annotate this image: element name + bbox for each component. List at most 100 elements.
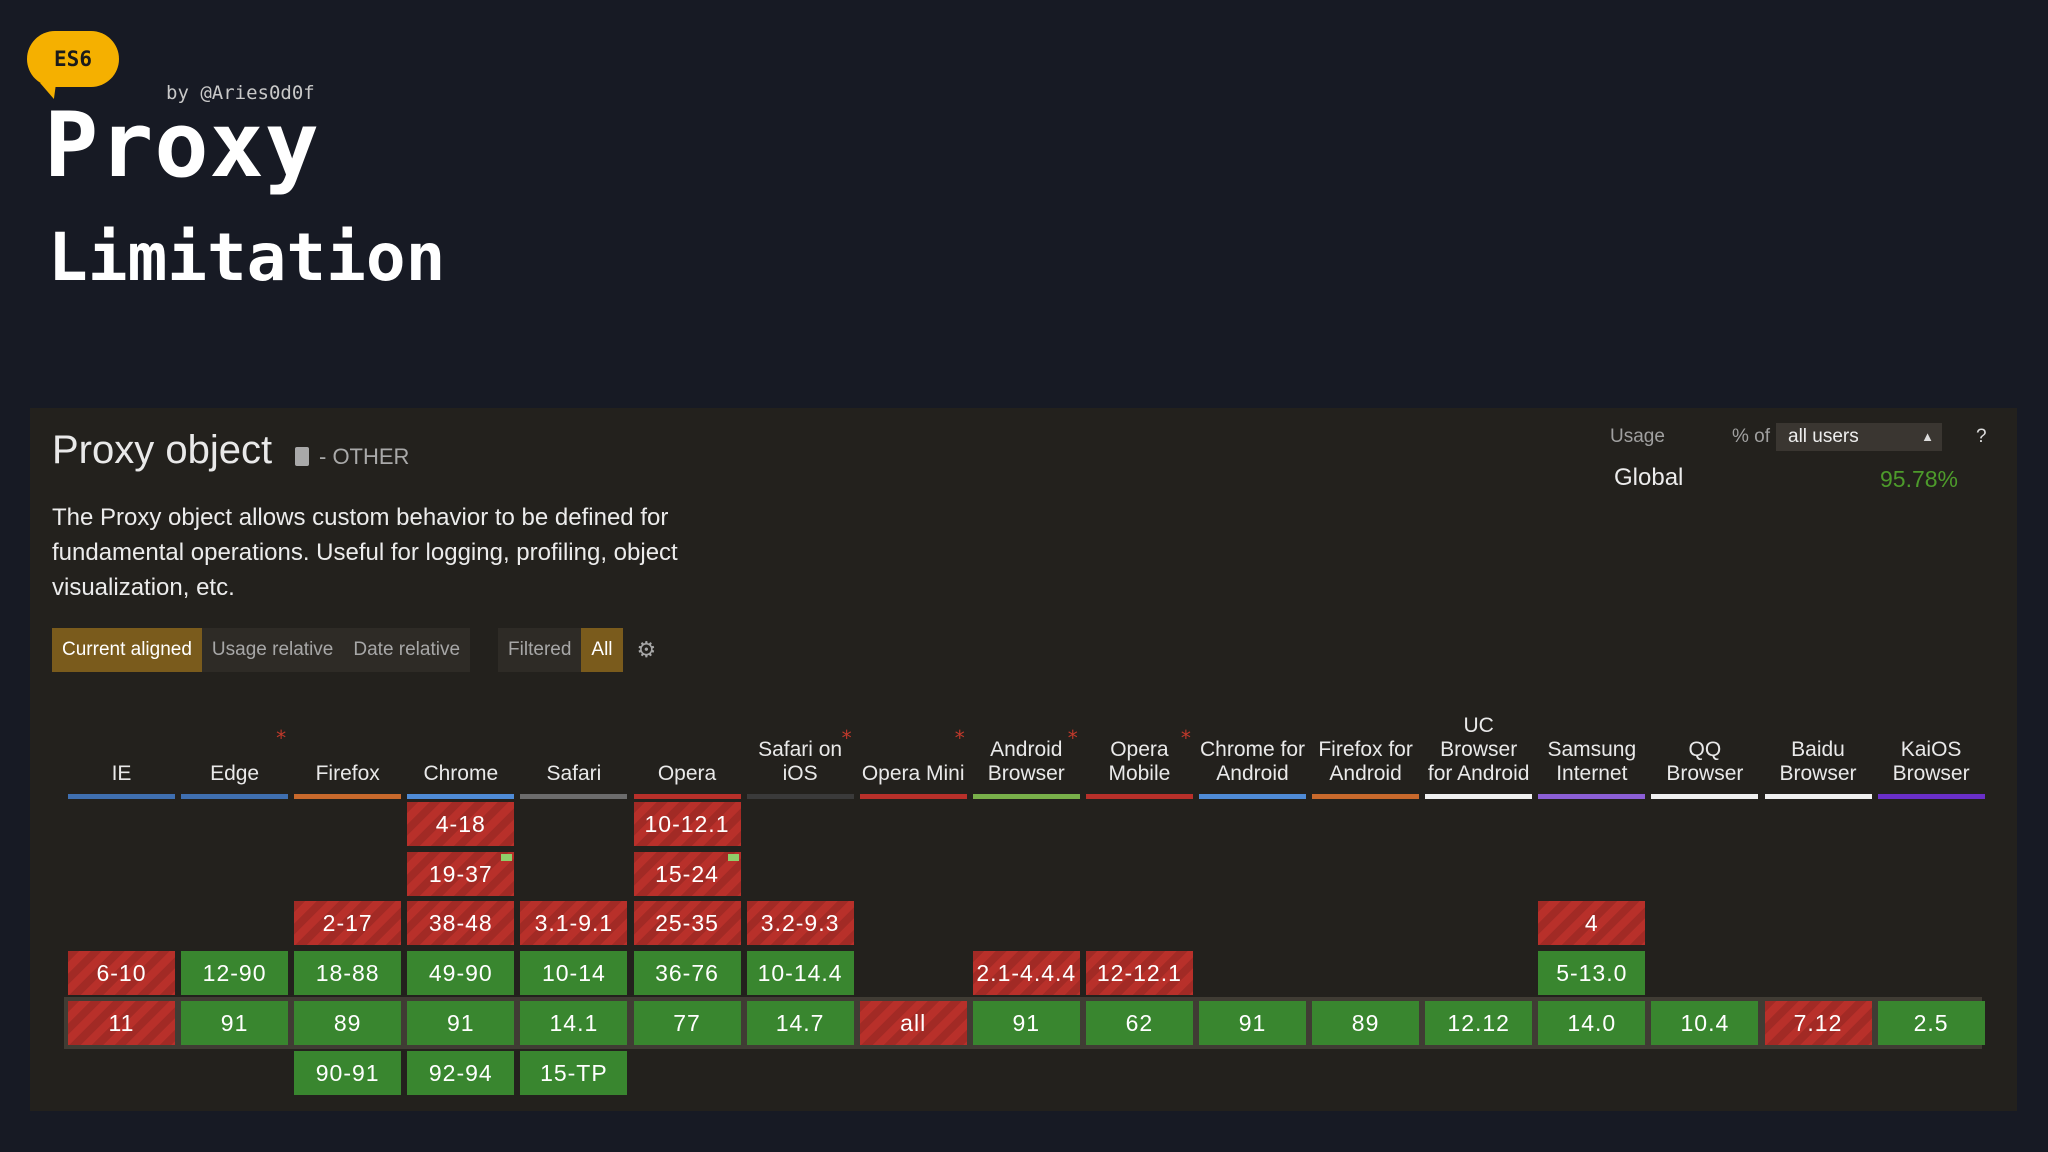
feature-description: The Proxy object allows custom behavior … [52,504,678,601]
version-supported-cell[interactable]: 62 [1085,1000,1193,1045]
browser-color-bar [746,794,854,799]
version-supported-cell[interactable]: 89 [294,1000,402,1045]
version-unsupported-cell[interactable]: 3.1-9.1 [520,901,628,946]
browser-name: Firefox [315,762,380,785]
browser-color-bar [633,794,741,799]
browser-name: Chrome for Android [1199,738,1306,785]
version-unsupported-cell[interactable]: all [859,1000,967,1045]
version-unsupported-cell[interactable]: 6-10 [68,951,175,996]
browser-color-bar [972,794,1080,799]
version-unsupported-cell[interactable]: 12-12.1 [1085,951,1193,996]
version-unsupported-cell[interactable]: 19-37 [407,851,515,896]
browser-color-bar [1877,794,1985,799]
feature-title[interactable]: Proxy object [52,428,273,472]
browser-name: Baidu Browser [1779,738,1857,785]
version-supported-cell[interactable]: 10-14 [520,951,628,996]
version-unsupported-cell[interactable]: 25-35 [633,901,741,946]
version-unsupported-cell[interactable]: 4-18 [407,802,515,846]
version-supported-cell[interactable]: 14.7 [746,1000,854,1045]
browser-color-bar [1199,794,1306,799]
tab-current-aligned[interactable]: Current aligned [52,628,202,672]
version-supported-cell[interactable]: 91 [1199,1000,1306,1045]
browser-name: IE [111,762,132,785]
tab-filtered[interactable]: Filtered [498,628,582,672]
version-unsupported-cell[interactable]: 2.1-4.4.4 [972,951,1080,996]
browser-color-bar [294,794,402,799]
version-supported-cell[interactable]: 10-14.4 [746,951,854,996]
version-supported-cell[interactable]: 10.4 [1651,1000,1759,1045]
version-supported-cell[interactable]: 12.12 [1425,1000,1533,1045]
usage-users-select[interactable]: all users ▲ [1776,423,1942,451]
note-asterisk-icon: * [841,726,852,750]
usage-global-label: Global [1614,464,1684,491]
browser-color-bar [1425,794,1533,799]
browser-color-bar [407,794,515,799]
browser-name: Firefox for Android [1318,738,1413,785]
version-unsupported-cell[interactable]: 15-24 [633,851,741,896]
note-asterisk-icon: * [276,726,287,750]
version-supported-cell[interactable]: 91 [972,1000,1080,1045]
browser-color-bar [1764,794,1872,799]
version-unsupported-cell[interactable]: 10-12.1 [633,802,741,846]
version-supported-cell[interactable]: 15-TP [520,1050,628,1095]
browser-name: Android Browser [987,738,1065,785]
caniuse-panel: Proxy object - OTHER The Proxy object al… [30,408,2017,1111]
author-byline: by @Aries0d0f [166,82,315,104]
version-unsupported-cell[interactable]: 11 [68,1000,175,1045]
version-supported-cell[interactable]: 12-90 [181,951,289,996]
version-unsupported-cell[interactable]: 7.12 [1764,1000,1872,1045]
version-supported-cell[interactable]: 14.1 [520,1000,628,1045]
version-supported-cell[interactable]: 18-88 [294,951,402,996]
version-supported-cell[interactable]: 49-90 [407,951,515,996]
version-unsupported-cell[interactable]: 2-17 [294,901,402,946]
version-supported-cell[interactable]: 89 [1312,1000,1420,1045]
slide-title: Proxy [44,93,320,198]
gear-icon[interactable]: ⚙ [636,637,657,662]
version-supported-cell[interactable]: 36-76 [633,951,741,996]
browser-name: UC Browser for Android [1427,714,1530,785]
slide-subtitle: Limitation [48,219,446,296]
version-supported-cell[interactable]: 77 [633,1000,741,1045]
note-asterisk-icon: * [1180,726,1191,750]
tab-date-relative[interactable]: Date relative [343,628,471,672]
browser-color-bar [181,794,289,799]
document-icon [295,447,309,466]
browser-name: Safari on iOS [758,738,843,785]
version-supported-cell[interactable]: 5-13.0 [1538,951,1646,996]
browser-name: QQ Browser [1666,738,1744,785]
help-icon[interactable]: ? [1976,426,1987,447]
browser-name: Safari [546,762,602,785]
version-supported-cell[interactable]: 14.0 [1538,1000,1646,1045]
browser-color-bar [520,794,628,799]
browser-name: Opera Mobile [1108,738,1171,785]
tab-usage-relative[interactable]: Usage relative [201,628,344,672]
version-unsupported-cell[interactable]: 38-48 [407,901,515,946]
usage-pct-of: % of [1732,426,1771,447]
version-supported-cell[interactable]: 91 [181,1000,289,1045]
version-supported-cell[interactable]: 92-94 [407,1050,515,1095]
version-supported-cell[interactable]: 91 [407,1000,515,1045]
es6-badge: ES6 [27,31,119,87]
version-supported-cell[interactable]: 2.5 [1877,1000,1985,1045]
browser-color-bar [1312,794,1420,799]
version-unsupported-cell[interactable]: 4 [1538,901,1646,946]
category-label: - OTHER [319,444,410,469]
browser-name: KaiOS Browser [1892,738,1970,785]
browser-color-bar [1651,794,1759,799]
browser-color-bar [1085,794,1193,799]
version-supported-cell[interactable]: 90-91 [294,1050,402,1095]
usage-select-value: all users [1788,426,1859,447]
usage-label: Usage [1610,426,1665,447]
browser-color-bar [68,794,175,799]
select-arrows-icon: ▲ [1921,429,1934,444]
browser-name: Chrome [423,762,499,785]
version-unsupported-cell[interactable]: 3.2-9.3 [746,901,854,946]
note-asterisk-icon: * [1067,726,1078,750]
browser-name: Edge [210,762,260,785]
feature-category: - OTHER [295,444,409,470]
usage-global-value: 95.78% [1880,466,1959,492]
browser-name: Opera Mini [861,762,965,785]
browser-name: Opera [657,762,717,785]
tab-all[interactable]: All [581,628,623,672]
flag-icon [501,853,513,861]
